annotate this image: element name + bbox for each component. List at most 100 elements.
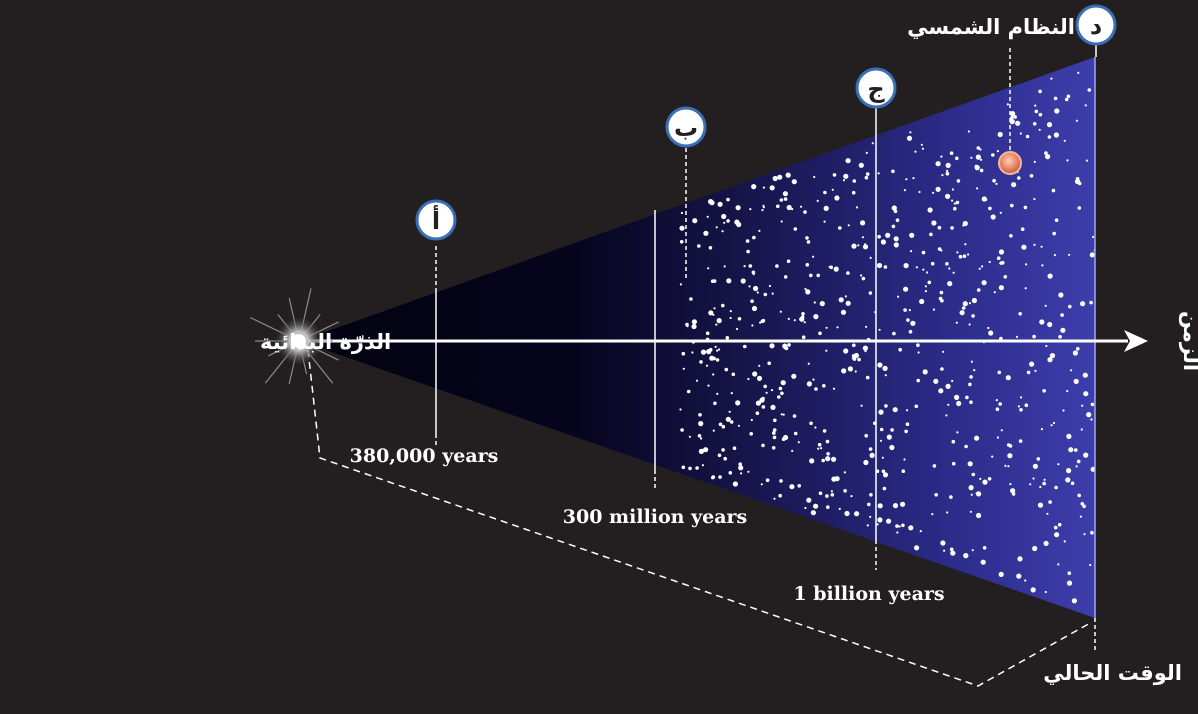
star: [879, 439, 883, 442]
star: [958, 254, 963, 259]
star: [679, 283, 683, 286]
star: [1037, 502, 1044, 508]
star: [688, 466, 692, 471]
star: [1054, 108, 1060, 114]
duration-bracket: [307, 349, 1093, 687]
star: [682, 367, 685, 370]
star: [1019, 132, 1022, 135]
star: [838, 226, 842, 230]
star: [1065, 477, 1071, 483]
star: [975, 154, 982, 160]
star: [831, 188, 834, 191]
star: [1044, 304, 1047, 307]
star: [817, 442, 822, 447]
star: [949, 547, 954, 552]
star: [1075, 465, 1078, 468]
star: [843, 348, 849, 354]
marker-a: أ: [415, 199, 457, 241]
star: [976, 288, 981, 292]
star: [1000, 429, 1003, 432]
star: [772, 435, 777, 440]
star: [814, 387, 818, 391]
star: [1024, 287, 1027, 290]
star: [854, 370, 857, 373]
star: [787, 317, 790, 320]
star: [945, 383, 951, 389]
star: [1090, 255, 1093, 258]
star: [817, 447, 820, 450]
star: [1025, 134, 1030, 139]
star: [945, 193, 951, 199]
star: [806, 240, 811, 244]
star: [1090, 418, 1093, 421]
star: [955, 156, 959, 161]
star: [891, 224, 896, 229]
star: [780, 391, 784, 396]
star: [883, 265, 888, 269]
star: [962, 254, 967, 258]
star: [747, 470, 750, 473]
star: [1040, 428, 1043, 431]
star: [996, 256, 1001, 261]
star: [803, 321, 806, 324]
star: [1086, 412, 1092, 418]
star: [982, 546, 987, 550]
star: [691, 319, 698, 325]
star: [973, 369, 976, 372]
star: [841, 368, 847, 374]
star: [909, 232, 915, 238]
star: [877, 362, 883, 368]
marker-c-letter: ج: [867, 75, 885, 103]
star-field: [679, 71, 1095, 604]
star: [755, 411, 760, 416]
star: [762, 186, 766, 189]
star: [761, 209, 764, 212]
marker-d-letter: د: [1090, 12, 1102, 40]
star: [737, 424, 741, 427]
star: [695, 466, 699, 470]
star: [793, 227, 798, 231]
star: [878, 328, 881, 331]
star: [955, 200, 960, 205]
star: [825, 439, 830, 444]
star: [968, 382, 972, 387]
star: [882, 472, 889, 478]
star: [769, 185, 775, 191]
star: [735, 400, 741, 406]
star: [951, 461, 956, 466]
marker-b-letter: ب: [674, 114, 698, 142]
star: [868, 447, 873, 451]
star: [695, 379, 699, 382]
star: [906, 318, 910, 322]
star: [786, 259, 791, 264]
star: [1083, 533, 1086, 536]
star: [793, 431, 798, 436]
star: [762, 206, 766, 209]
star: [813, 175, 816, 179]
star: [898, 525, 901, 528]
star: [1080, 301, 1086, 307]
star: [998, 402, 1002, 406]
star: [1074, 448, 1078, 452]
star: [782, 413, 785, 416]
star: [1018, 312, 1022, 316]
star: [892, 407, 898, 413]
star: [759, 321, 762, 324]
star: [738, 224, 741, 227]
star: [1038, 128, 1041, 131]
star: [971, 549, 974, 552]
star: [974, 435, 980, 441]
star: [783, 434, 789, 441]
star: [813, 503, 819, 509]
star: [900, 501, 906, 507]
star: [1075, 119, 1078, 122]
star: [979, 168, 984, 173]
star: [931, 513, 934, 516]
star: [680, 428, 684, 432]
star: [951, 439, 956, 444]
star: [968, 323, 971, 326]
star: [1066, 159, 1069, 162]
star: [783, 347, 786, 350]
star: [979, 477, 982, 480]
star: [906, 135, 913, 141]
